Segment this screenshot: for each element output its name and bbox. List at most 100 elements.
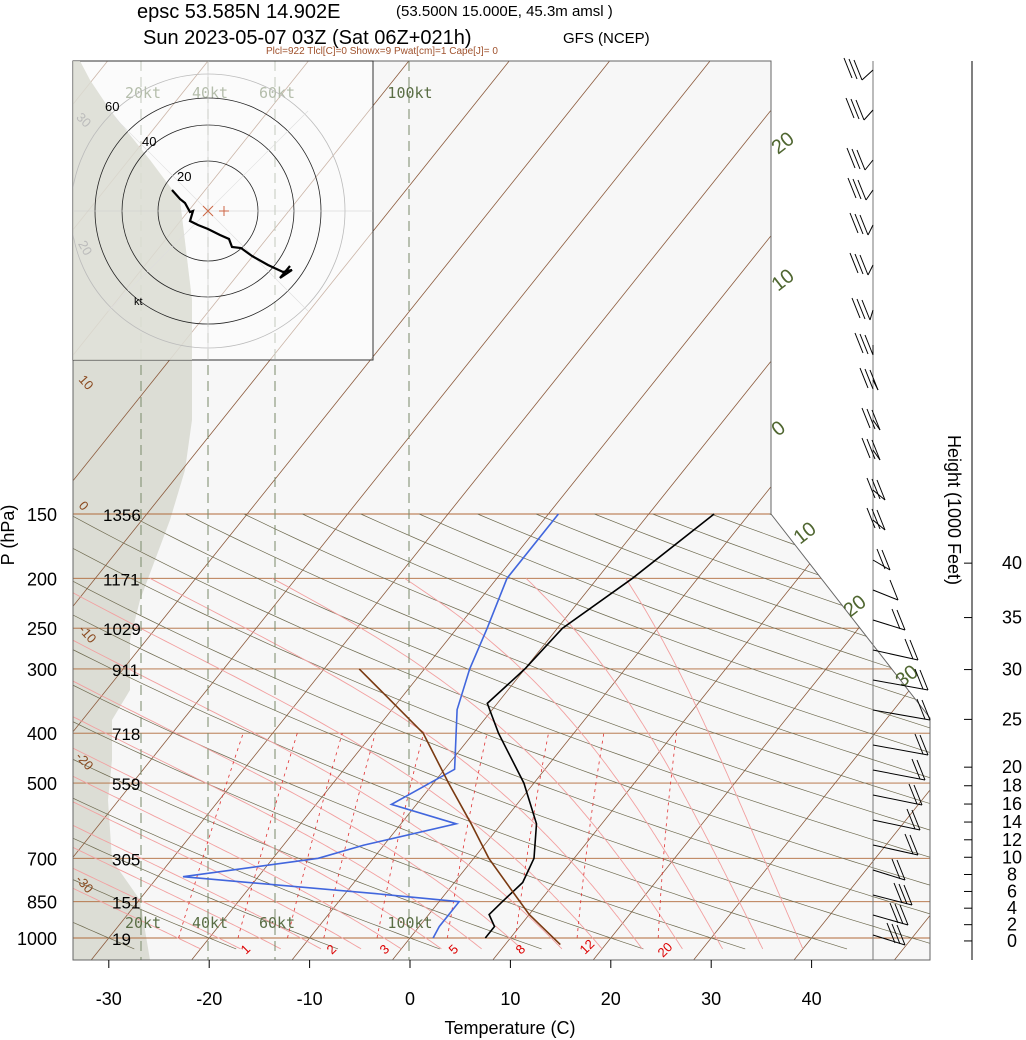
isotherm-line xyxy=(73,61,610,960)
geopotential-height-label: 911 xyxy=(112,661,139,680)
geopotential-height-label: 1171 xyxy=(103,570,140,589)
pressure-tick-label: 850 xyxy=(27,893,57,913)
pressure-tick-label: 150 xyxy=(27,505,57,525)
wind-barb xyxy=(872,808,921,831)
height-tick-label: 16 xyxy=(1002,794,1022,814)
sounding-indices: Plcl=922 Tlcl[C]=0 Showx=9 Pwat[cm]=1 Ca… xyxy=(266,46,498,57)
hodo-mean-marker xyxy=(202,205,214,217)
height-tick-label: 4 xyxy=(1007,898,1017,918)
hodo-storm-marker xyxy=(219,206,229,216)
wind-barb xyxy=(851,297,874,321)
wind-speed-label: 40kt xyxy=(192,914,228,932)
wind-speed-label: 60kt xyxy=(259,914,295,932)
hodograph: 60 40 20 30 20 kt xyxy=(72,60,374,361)
geopotential-height-label: 1356 xyxy=(103,506,141,525)
moist-adiabat xyxy=(73,577,201,950)
wind-barb xyxy=(872,579,899,601)
height-tick-label: 20 xyxy=(1002,757,1022,777)
moist-adiabat xyxy=(73,577,362,950)
height-tick-label: 0 xyxy=(1007,931,1017,951)
geopotential-height-label: 305 xyxy=(112,850,140,869)
moist-adiabat xyxy=(149,577,643,950)
dry-adiabat xyxy=(73,513,542,950)
pressure-tick-label: 300 xyxy=(27,660,57,680)
dry-adiabat-label: 10 xyxy=(768,265,799,296)
moist-adiabat xyxy=(73,577,482,950)
station-title: epsc 53.585N 14.902E xyxy=(137,1,341,23)
wind-barb xyxy=(847,177,874,201)
dry-adiabat xyxy=(73,513,930,950)
ring-label-40: 40 xyxy=(142,134,156,149)
moist-adiabat xyxy=(73,577,563,950)
moist-adiabat xyxy=(525,577,764,950)
station-location: (53.500N 15.000E, 45.3m amsl ) xyxy=(396,3,613,20)
moist-adiabat xyxy=(271,577,683,950)
isotherm-line xyxy=(592,61,930,960)
wind-barb xyxy=(872,858,906,881)
moist-adiabat xyxy=(73,577,442,950)
dry-adiabat xyxy=(73,513,644,950)
moist-adiabat xyxy=(625,578,804,950)
wind-barb xyxy=(861,437,881,461)
dry-adiabat xyxy=(302,513,930,950)
geopotential-height-label: 1029 xyxy=(103,620,141,639)
wind-barb xyxy=(872,668,929,691)
height-tick-label: 14 xyxy=(1002,812,1022,832)
mixing-ratio-line xyxy=(178,733,244,939)
height-tick-label: 10 xyxy=(1002,847,1022,867)
geopotential-height-label: 151 xyxy=(112,894,140,913)
wind-speed-label: 20kt xyxy=(125,914,161,932)
wind-barb xyxy=(846,147,874,171)
dry-adiabat xyxy=(185,513,930,950)
height-tick-label: 30 xyxy=(1002,660,1022,680)
dry-adiabat xyxy=(73,513,848,950)
wind-barb xyxy=(872,638,919,661)
wind-barb xyxy=(843,57,874,81)
x-tick-label: -30 xyxy=(96,989,122,1009)
height-tick-label: 18 xyxy=(1002,776,1022,796)
x-tick-label: -20 xyxy=(196,989,222,1009)
x-tick-label: -10 xyxy=(297,989,323,1009)
dry-adiabat xyxy=(73,513,930,950)
pressure-tick-label: 250 xyxy=(27,619,57,639)
moist-adiabat xyxy=(73,577,282,950)
hodo-unit: kt xyxy=(134,296,143,308)
dry-adiabat xyxy=(127,513,930,950)
plot-area-extension xyxy=(771,514,930,960)
model-name: GFS (NCEP) xyxy=(563,30,650,47)
moist-adiabat xyxy=(73,577,603,950)
dry-adiabat xyxy=(360,513,930,950)
isotherm-line xyxy=(693,61,930,960)
wind-barb xyxy=(845,97,874,121)
wind-barb xyxy=(849,212,874,236)
height-tick-label: 35 xyxy=(1002,608,1022,628)
wind-barb xyxy=(859,367,879,391)
wind-barb xyxy=(866,477,886,501)
geopotential-height-label: 19 xyxy=(112,930,131,949)
run-time: Sun 2023-05-07 03Z (Sat 06Z+021h) xyxy=(143,27,472,49)
wind-barb xyxy=(854,332,874,356)
ring-faint-label-20: 20 xyxy=(75,238,95,258)
moist-adiabat xyxy=(73,577,402,950)
wind-barb xyxy=(872,608,906,631)
hodograph-shade xyxy=(73,61,192,360)
isotherm-line xyxy=(793,61,930,960)
height-tick-label: 8 xyxy=(1007,864,1017,884)
dry-adiabat-label: 20 xyxy=(768,128,799,159)
wind-barb xyxy=(861,407,881,431)
isotherm-line xyxy=(90,61,811,960)
mixing-ratio-line xyxy=(447,733,488,939)
isotherm-line xyxy=(73,61,711,960)
dry-adiabat xyxy=(73,513,930,950)
isotherm-line xyxy=(73,61,510,960)
parcel-curve xyxy=(358,668,561,946)
y2-axis-label: Height (1000 Feet) xyxy=(944,435,964,585)
dry-adiabat xyxy=(419,513,930,950)
dry-adiabat xyxy=(73,513,440,950)
mixing-ratio-line xyxy=(576,733,605,939)
wind-barb xyxy=(872,733,929,756)
dry-adiabat xyxy=(73,513,237,950)
geopotential-height-label: 559 xyxy=(112,775,140,794)
plot-frame xyxy=(72,60,931,961)
temperature-curve xyxy=(484,513,715,939)
